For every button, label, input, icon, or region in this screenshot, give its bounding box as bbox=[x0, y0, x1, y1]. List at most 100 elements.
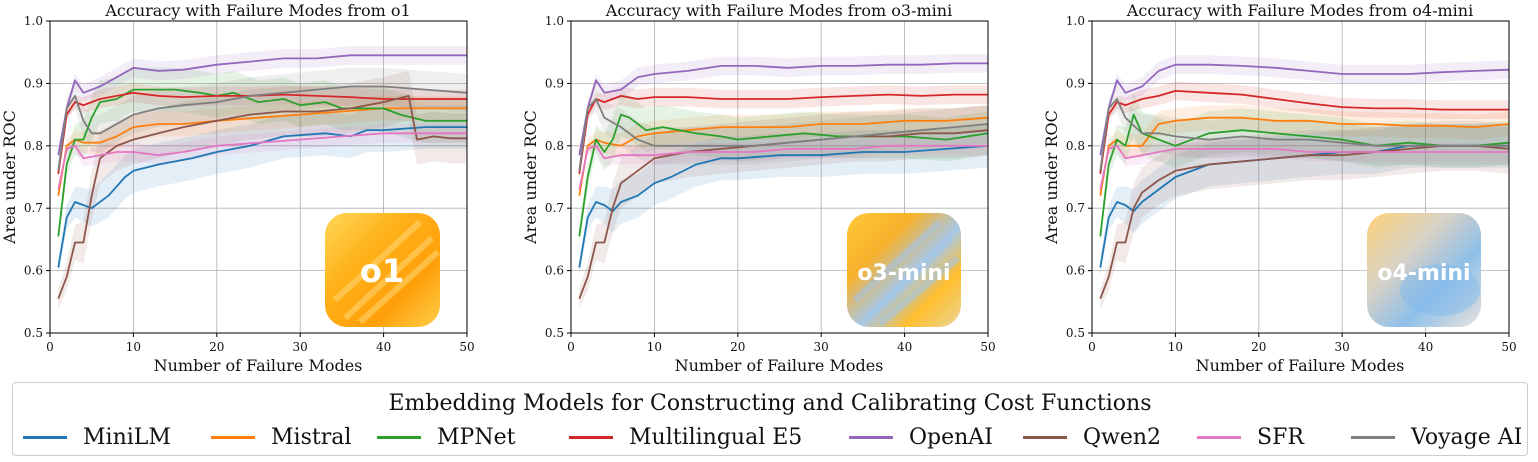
y-tick-label: 0.5 bbox=[545, 326, 564, 340]
legend-swatch bbox=[1023, 435, 1067, 439]
series-line-openai bbox=[1099, 63, 1509, 156]
legend-swatch bbox=[211, 435, 255, 439]
confidence-band-qwen2 bbox=[579, 105, 988, 309]
x-tick-label: 40 bbox=[897, 340, 912, 354]
series-lines bbox=[57, 54, 467, 300]
badge-background bbox=[1367, 213, 1481, 327]
y-tick-label: 1.0 bbox=[24, 14, 43, 28]
y-tick-label: 0.7 bbox=[1066, 201, 1085, 215]
x-tick-label: 20 bbox=[209, 340, 224, 354]
series-line-qwen2 bbox=[57, 95, 467, 300]
legend-item-minilm[interactable]: MiniLM bbox=[23, 423, 171, 451]
plot-frame bbox=[570, 20, 989, 334]
y-tick-label: 0.5 bbox=[1066, 326, 1085, 340]
axis-ticks: 0 10 20 30 40 50 0.5 0.6 0.7 0.8 0.9 1.0 bbox=[1066, 14, 1517, 354]
x-tick-label: 20 bbox=[1251, 340, 1266, 354]
legend-swatch bbox=[1351, 435, 1395, 439]
y-axis-label: Area under ROC bbox=[1042, 110, 1061, 245]
series-line-openai bbox=[578, 62, 988, 156]
badge-label: o1 bbox=[360, 252, 404, 290]
legend-label: Voyage AI bbox=[1411, 424, 1523, 450]
y-axis-label: Area under ROC bbox=[0, 110, 19, 245]
legend-item-mpnet[interactable]: MPNet bbox=[377, 423, 515, 451]
y-tick-label: 0.6 bbox=[545, 264, 564, 278]
model-badge-o3-mini: o3-mini bbox=[847, 213, 961, 327]
legend-label: MiniLM bbox=[83, 424, 171, 450]
x-tick-label: 40 bbox=[376, 340, 391, 354]
y-tick-label: 1.0 bbox=[1066, 14, 1085, 28]
confidence-band-mpnet bbox=[58, 67, 467, 245]
y-tick-label: 0.6 bbox=[1066, 264, 1085, 278]
series-line-mistral bbox=[578, 116, 988, 196]
confidence-band-minilm bbox=[579, 124, 988, 277]
y-axis-label: Area under ROC bbox=[521, 110, 540, 245]
y-tick-label: 0.7 bbox=[24, 201, 43, 215]
legend-label: Qwen2 bbox=[1083, 424, 1162, 450]
y-tick-label: 0.8 bbox=[545, 139, 564, 153]
legend-title: Embedding Models for Constructing and Ca… bbox=[388, 391, 1152, 416]
confidence-band-voyage-ai bbox=[579, 85, 988, 179]
chart-panel-o4-mini: Accuracy with Failure Modes from o4-mini… bbox=[1042, 1, 1517, 375]
plot-frame bbox=[49, 20, 468, 334]
chart-title: Accuracy with Failure Modes from o1 bbox=[104, 1, 410, 20]
x-axis-label: Number of Failure Modes bbox=[1196, 356, 1405, 375]
confidence-band-openai bbox=[579, 54, 988, 159]
legend-item-multilingual-e5[interactable]: Multilingual E5 bbox=[569, 423, 802, 451]
x-tick-label: 10 bbox=[126, 340, 141, 354]
legend-label: OpenAI bbox=[909, 424, 993, 450]
confidence-band-sfr bbox=[58, 124, 467, 194]
confidence-band-mistral bbox=[58, 95, 467, 201]
axis-ticks: 0 10 20 30 40 50 0.5 0.6 0.7 0.8 0.9 1.0 bbox=[545, 14, 996, 354]
y-tick-label: 0.9 bbox=[24, 76, 43, 90]
x-tick-label: 30 bbox=[814, 340, 829, 354]
legend-item-mistral[interactable]: Mistral bbox=[211, 423, 351, 451]
y-tick-label: 0.6 bbox=[24, 264, 43, 278]
y-tick-label: 0.8 bbox=[24, 139, 43, 153]
series-line-minilm bbox=[578, 144, 988, 268]
plot-frame bbox=[1091, 20, 1510, 334]
x-tick-label: 0 bbox=[1088, 340, 1096, 354]
badge-texture bbox=[1400, 264, 1480, 316]
badge-texture bbox=[852, 219, 961, 327]
confidence-band-multilingual-e5 bbox=[58, 83, 467, 178]
confidence-band-mistral bbox=[1100, 105, 1509, 201]
y-tick-label: 0.8 bbox=[1066, 139, 1085, 153]
legend: Embedding Models for Constructing and Ca… bbox=[12, 382, 1528, 456]
confidence-band-multilingual-e5 bbox=[1100, 81, 1509, 178]
x-tick-label: 0 bbox=[567, 340, 575, 354]
chart-title: Accuracy with Failure Modes from o3-mini bbox=[605, 1, 952, 20]
series-line-mpnet bbox=[1099, 113, 1509, 237]
y-tick-label: 0.7 bbox=[545, 201, 564, 215]
y-tick-label: 0.9 bbox=[545, 76, 564, 90]
legend-label: Multilingual E5 bbox=[629, 424, 803, 450]
series-line-voyage-ai bbox=[578, 98, 988, 171]
legend-item-sfr[interactable]: SFR bbox=[1197, 423, 1304, 451]
legend-item-voyage-ai[interactable]: Voyage AI bbox=[1351, 423, 1522, 451]
confidence-band-minilm bbox=[58, 105, 467, 277]
badge-label: o3-mini bbox=[857, 261, 950, 286]
series-line-voyage-ai bbox=[57, 85, 467, 171]
series-line-voyage-ai bbox=[1099, 98, 1509, 171]
y-tick-label: 0.5 bbox=[24, 326, 43, 340]
x-tick-label: 20 bbox=[730, 340, 745, 354]
legend-swatch bbox=[377, 435, 421, 439]
badge-texture bbox=[332, 219, 441, 325]
legend-label: MPNet bbox=[437, 424, 516, 450]
series-line-sfr bbox=[57, 132, 467, 190]
series-line-multilingual-e5 bbox=[57, 91, 467, 175]
legend-label: Mistral bbox=[271, 424, 352, 450]
badge-background bbox=[847, 213, 961, 327]
confidence-band-mistral bbox=[579, 105, 988, 201]
confidence-band-minilm bbox=[1100, 124, 1509, 277]
x-tick-label: 10 bbox=[1168, 340, 1183, 354]
confidence-band-openai bbox=[1100, 55, 1509, 159]
x-tick-label: 50 bbox=[459, 340, 474, 354]
legend-swatch bbox=[1197, 435, 1241, 439]
series-lines bbox=[1099, 63, 1509, 300]
series-lines bbox=[578, 62, 988, 300]
legend-item-qwen2[interactable]: Qwen2 bbox=[1023, 423, 1161, 451]
chart-title: Accuracy with Failure Modes from o4-mini bbox=[1126, 1, 1473, 20]
legend-item-openai[interactable]: OpenAI bbox=[849, 423, 993, 451]
x-axis-label: Number of Failure Modes bbox=[154, 356, 363, 375]
